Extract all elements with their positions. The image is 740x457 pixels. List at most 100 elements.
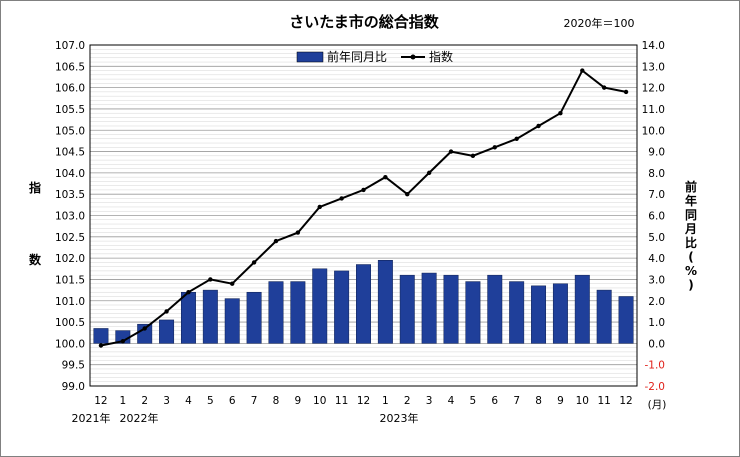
index-point (580, 68, 585, 73)
left-axis-title-char: 数 (29, 252, 42, 267)
index-point (623, 89, 629, 95)
bar-yoy (509, 281, 525, 344)
right-tick-label: 13.0 (642, 61, 665, 73)
bar-yoy (356, 264, 371, 344)
bar-yoy (618, 296, 634, 344)
bar-yoy (93, 328, 109, 344)
right-tick-label: 12.0 (642, 83, 665, 95)
index-point (426, 170, 432, 176)
right-axis-ticks: -2.0 -1.0 0.0 1.0 2.0 3.0 4.0 5.0 6.0 7.0 8.0 9.0 10… (642, 40, 665, 393)
left-tick-label: 103.5 (55, 189, 85, 201)
year-labels: 2021年 2022年 2023年 (72, 411, 419, 425)
left-tick-label: 104.0 (55, 168, 85, 180)
index-point (251, 260, 257, 265)
left-axis-title-char: 指 (29, 180, 41, 195)
right-tick-label: 2.0 (648, 296, 665, 308)
right-tick-label: 8.0 (648, 168, 665, 180)
bar-yoy (465, 281, 481, 344)
bar-yoy (443, 274, 459, 344)
bar-yoy (246, 291, 262, 344)
right-tick-label: 14.0 (642, 40, 665, 52)
bar-yoy (224, 298, 240, 344)
right-axis-title-char: 月 (684, 222, 697, 236)
index-point (514, 136, 519, 141)
index-point (208, 277, 213, 282)
left-tick-label: 105.0 (55, 125, 85, 137)
index-point (120, 339, 126, 344)
month-tick-label: 7 (251, 395, 258, 407)
bar-yoy (290, 281, 306, 344)
index-point (142, 326, 147, 331)
left-tick-label: 101.0 (55, 296, 85, 308)
legend-bar-swatch (296, 51, 324, 63)
left-tick-label: 100.0 (55, 338, 85, 350)
bar-yoy (399, 274, 415, 344)
right-axis-title-char: ) (688, 278, 693, 292)
right-tick-label: -1.0 (645, 360, 666, 372)
month-tick-label: 1 (382, 395, 389, 407)
month-tick-label: 6 (229, 395, 236, 407)
month-tick-label: 9 (557, 395, 564, 407)
month-tick-label: 9 (295, 395, 302, 407)
index-point (492, 145, 497, 150)
month-tick-label: 4 (448, 395, 455, 407)
index-point (601, 85, 607, 90)
index-point (383, 174, 388, 180)
left-tick-label: 106.0 (55, 83, 85, 95)
month-tick-label: 5 (470, 395, 477, 407)
index-point (164, 309, 169, 314)
right-tick-label: 1.0 (648, 317, 665, 329)
bar-yoy (487, 274, 503, 344)
left-tick-label: 104.5 (55, 147, 85, 159)
index-point (536, 123, 541, 129)
month-tick-label: 3 (163, 395, 170, 407)
right-tick-label: 6.0 (648, 211, 665, 223)
bar-yoy (334, 270, 350, 344)
bar-yoy (531, 285, 547, 344)
left-tick-label: 100.5 (55, 317, 85, 329)
line-series-index (98, 68, 629, 348)
right-tick-label: 10.0 (642, 125, 665, 137)
index-point (405, 191, 410, 197)
month-tick-label: 1 (119, 395, 126, 407)
right-tick-label: 9.0 (648, 147, 665, 159)
right-axis-title-char: 同 (685, 208, 697, 222)
bar-yoy (574, 274, 590, 344)
index-point (98, 343, 104, 348)
plot-border (89, 44, 638, 387)
left-tick-label: 102.0 (55, 253, 85, 265)
month-tick-label: 3 (426, 395, 433, 407)
month-tick-label: 12 (94, 395, 107, 407)
x-axis-month-ticks: 12 1 2 3 4 5 6 7 8 9 10 11 12 1 2 3 4 5 6 7 8 9 10 11 12 (94, 395, 632, 407)
month-tick-label: 6 (491, 395, 498, 407)
right-axis-title-char: % (685, 264, 697, 278)
x-axis-unit: (月) (648, 399, 667, 411)
left-axis-ticks: 99.0 99.5 100.0 100.5 101.0 101.5 102.0 102.5 10… (55, 40, 85, 393)
bar-yoy (421, 272, 437, 344)
legend-line-marker (410, 54, 416, 60)
index-point (273, 238, 279, 244)
bar-yoy (596, 289, 612, 344)
index-point (186, 290, 191, 295)
year-label-2021: 2021年 (72, 411, 111, 425)
right-tick-label: 4.0 (648, 253, 665, 265)
legend-line-label: 指数 (429, 49, 453, 64)
right-axis-title-char: 年 (685, 193, 697, 208)
index-point (470, 153, 476, 159)
right-tick-label: 7.0 (648, 189, 665, 201)
month-tick-label: 10 (313, 395, 326, 407)
left-tick-label: 102.5 (55, 232, 85, 244)
right-tick-label: 0.0 (648, 338, 665, 350)
base-year-note: 2020年＝100 (564, 16, 635, 30)
left-tick-label: 99.5 (62, 360, 85, 372)
month-tick-label: 2 (404, 395, 411, 407)
month-tick-label: 2 (141, 395, 148, 407)
right-axis-title-char: 比 (685, 235, 697, 250)
month-tick-label: 11 (335, 395, 348, 407)
month-tick-label: 7 (513, 395, 520, 407)
index-point (448, 149, 454, 154)
left-tick-label: 99.0 (62, 381, 85, 393)
year-label-2023: 2023年 (380, 411, 419, 425)
